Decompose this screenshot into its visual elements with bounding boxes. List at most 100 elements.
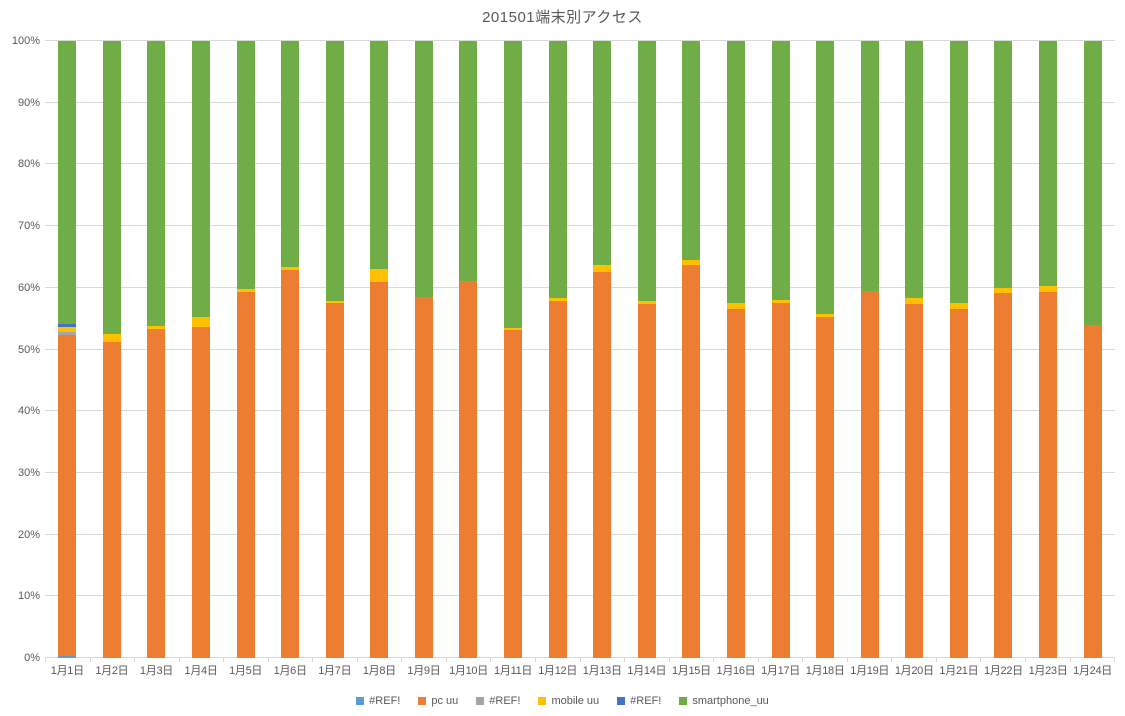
- bar-segment-pc uu[interactable]: [1039, 292, 1057, 658]
- bar-segment-smartphone_uu[interactable]: [504, 41, 523, 328]
- bar-segment-mobile uu[interactable]: [593, 264, 612, 273]
- bar-segment-#REF![interactable]: [58, 655, 77, 658]
- bar-segment-mobile uu[interactable]: [949, 303, 968, 310]
- bar-1月16日[interactable]: [726, 41, 745, 658]
- legend-item-#REF![interactable]: #REF!: [356, 695, 400, 707]
- bar-1月21日[interactable]: [949, 41, 968, 658]
- bar-segment-pc uu[interactable]: [637, 303, 656, 658]
- bar-segment-#REF![interactable]: [58, 324, 77, 328]
- bar-segment-smartphone_uu[interactable]: [325, 41, 344, 301]
- bar-segment-smartphone_uu[interactable]: [102, 41, 121, 335]
- bar-segment-mobile uu[interactable]: [504, 327, 523, 330]
- bar-segment-pc uu[interactable]: [905, 304, 924, 658]
- bar-1月3日[interactable]: [147, 41, 166, 658]
- bar-segment-pc uu[interactable]: [192, 327, 211, 658]
- bar-1月17日[interactable]: [771, 41, 790, 658]
- bar-1月4日[interactable]: [192, 41, 211, 658]
- bar-segment-pc uu[interactable]: [147, 328, 166, 658]
- bar-segment-mobile uu[interactable]: [102, 334, 121, 343]
- bar-segment-smartphone_uu[interactable]: [236, 41, 255, 290]
- legend-item-pc uu[interactable]: pc uu: [418, 695, 458, 707]
- bar-segment-smartphone_uu[interactable]: [816, 41, 835, 315]
- bar-segment-smartphone_uu[interactable]: [593, 41, 612, 265]
- bar-segment-pc uu[interactable]: [816, 316, 835, 658]
- bar-segment-smartphone_uu[interactable]: [370, 41, 389, 270]
- bar-segment-pc uu[interactable]: [682, 264, 701, 658]
- legend-item-#REF![interactable]: #REF!: [617, 695, 661, 707]
- bar-segment-smartphone_uu[interactable]: [548, 41, 567, 299]
- bar-1月6日[interactable]: [281, 41, 300, 658]
- bar-segment-smartphone_uu[interactable]: [860, 41, 879, 291]
- bar-segment-mobile uu[interactable]: [905, 298, 924, 305]
- bar-1月7日[interactable]: [325, 41, 344, 658]
- bar-segment-smartphone_uu[interactable]: [637, 41, 656, 302]
- bar-1月19日[interactable]: [860, 41, 879, 658]
- bar-segment-mobile uu[interactable]: [192, 317, 211, 328]
- bar-segment-pc uu[interactable]: [949, 309, 968, 658]
- bar-segment-mobile uu[interactable]: [726, 302, 745, 310]
- bar-segment-pc uu[interactable]: [370, 281, 389, 658]
- bar-segment-pc uu[interactable]: [414, 297, 433, 658]
- legend-item-#REF![interactable]: #REF!: [476, 695, 520, 707]
- bar-1月5日[interactable]: [236, 41, 255, 658]
- bar-segment-mobile uu[interactable]: [548, 298, 567, 301]
- bar-1月18日[interactable]: [816, 41, 835, 658]
- bar-segment-pc uu[interactable]: [459, 281, 478, 658]
- bar-segment-pc uu[interactable]: [593, 272, 612, 658]
- bar-segment-pc uu[interactable]: [860, 290, 879, 658]
- bar-segment-smartphone_uu[interactable]: [949, 41, 968, 304]
- legend-item-mobile uu[interactable]: mobile uu: [538, 695, 599, 707]
- bar-1月15日[interactable]: [682, 41, 701, 658]
- bar-segment-smartphone_uu[interactable]: [281, 41, 300, 268]
- bar-segment-pc uu[interactable]: [325, 303, 344, 658]
- bar-segment-#REF![interactable]: [58, 332, 77, 335]
- bar-segment-mobile uu[interactable]: [147, 326, 166, 329]
- bar-segment-mobile uu[interactable]: [771, 300, 790, 304]
- bar-1月12日[interactable]: [548, 41, 567, 658]
- bar-segment-smartphone_uu[interactable]: [1083, 41, 1102, 325]
- bar-segment-smartphone_uu[interactable]: [147, 41, 166, 327]
- bar-segment-pc uu[interactable]: [58, 334, 77, 656]
- bar-segment-mobile uu[interactable]: [281, 267, 300, 270]
- bar-segment-smartphone_uu[interactable]: [192, 41, 211, 318]
- bar-segment-smartphone_uu[interactable]: [905, 41, 924, 299]
- bar-1月23日[interactable]: [1039, 41, 1057, 658]
- bar-1月13日[interactable]: [593, 41, 612, 658]
- bar-segment-mobile uu[interactable]: [994, 288, 1013, 293]
- bar-segment-pc uu[interactable]: [771, 303, 790, 658]
- bar-segment-pc uu[interactable]: [994, 292, 1013, 658]
- bar-segment-pc uu[interactable]: [236, 292, 255, 658]
- bar-segment-pc uu[interactable]: [1083, 324, 1102, 658]
- bar-1月24日[interactable]: [1083, 41, 1102, 658]
- bar-segment-pc uu[interactable]: [504, 329, 523, 658]
- bar-segment-pc uu[interactable]: [102, 342, 121, 658]
- bar-1月10日[interactable]: [459, 41, 478, 658]
- bar-segment-smartphone_uu[interactable]: [1039, 41, 1057, 286]
- bar-1月1日[interactable]: [58, 41, 77, 658]
- bar-segment-smartphone_uu[interactable]: [682, 41, 701, 261]
- bar-segment-pc uu[interactable]: [726, 309, 745, 658]
- bar-segment-pc uu[interactable]: [281, 269, 300, 658]
- bar-1月9日[interactable]: [414, 41, 433, 658]
- bar-1月20日[interactable]: [905, 41, 924, 658]
- bar-segment-smartphone_uu[interactable]: [726, 41, 745, 303]
- bar-segment-mobile uu[interactable]: [370, 269, 389, 282]
- bar-1月2日[interactable]: [102, 41, 121, 658]
- bar-segment-mobile uu[interactable]: [816, 314, 835, 317]
- bar-segment-pc uu[interactable]: [548, 300, 567, 658]
- bar-segment-mobile uu[interactable]: [325, 300, 344, 304]
- chart-title[interactable]: 201501端末別アクセス: [482, 9, 643, 26]
- bar-1月11日[interactable]: [504, 41, 523, 658]
- bar-segment-smartphone_uu[interactable]: [459, 41, 478, 282]
- bar-segment-mobile uu[interactable]: [637, 301, 656, 304]
- bar-segment-mobile uu[interactable]: [682, 260, 701, 265]
- bar-1月14日[interactable]: [637, 41, 656, 658]
- bar-segment-mobile uu[interactable]: [58, 327, 77, 333]
- bar-1月22日[interactable]: [994, 41, 1013, 658]
- legend-item-smartphone_uu[interactable]: smartphone_uu: [679, 695, 769, 707]
- bar-segment-smartphone_uu[interactable]: [771, 41, 790, 301]
- bar-segment-smartphone_uu[interactable]: [414, 41, 433, 298]
- bar-segment-smartphone_uu[interactable]: [58, 41, 77, 325]
- bar-segment-smartphone_uu[interactable]: [994, 41, 1013, 289]
- bar-1月8日[interactable]: [370, 41, 389, 658]
